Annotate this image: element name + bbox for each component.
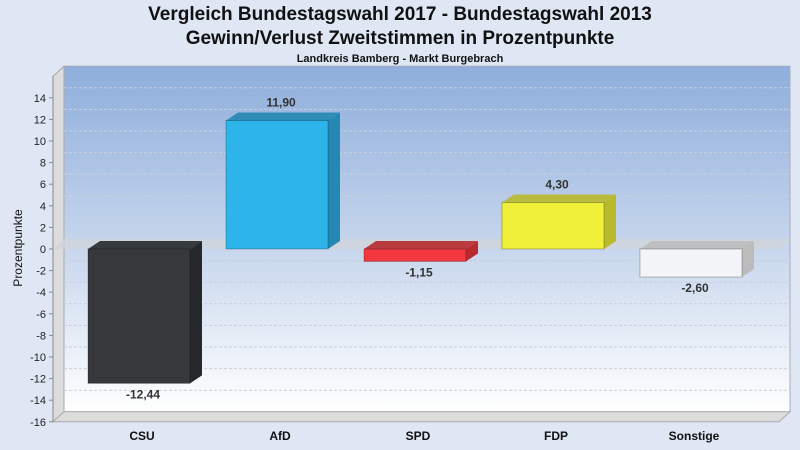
y-tick-label: -12 <box>30 374 46 386</box>
y-tick-label: 14 <box>34 93 46 105</box>
bar-side <box>742 241 754 278</box>
y-axis-label: Prozentpunkte <box>11 209 25 287</box>
x-tick-label: Sonstige <box>669 429 720 443</box>
bar-side <box>604 194 616 249</box>
bar-csu <box>87 248 191 384</box>
data-label: -12,44 <box>126 387 160 401</box>
bar-top <box>226 112 340 121</box>
y-tick-label: 6 <box>40 179 46 191</box>
bar-sonstige <box>639 248 743 278</box>
y-tick-label: 12 <box>34 114 46 126</box>
x-tick-label: FDP <box>544 429 568 443</box>
bar-top <box>88 241 202 249</box>
bar-top <box>640 241 754 249</box>
bar-side <box>328 112 340 249</box>
x-tick-label: SPD <box>406 429 431 443</box>
bar-fdp <box>501 202 605 250</box>
bar-afd <box>225 119 329 250</box>
y-tick-label: -2 <box>36 266 46 278</box>
x-tick-label: CSU <box>129 429 154 443</box>
y-tick-label: 4 <box>40 201 46 213</box>
y-tick-label: -8 <box>36 330 46 342</box>
y-tick-label: 0 <box>40 244 46 256</box>
bar-top <box>364 241 478 249</box>
chart-subtitle: Gewinn/Verlust Zweitstimmen in Prozentpu… <box>185 28 615 49</box>
chart-title: Vergleich Bundestagswahl 2017 - Bundesta… <box>148 4 652 25</box>
x-tick-label: AfD <box>269 429 291 443</box>
data-label: 11,90 <box>266 95 296 109</box>
y-tick-label: -16 <box>30 417 46 429</box>
y-tick-label: 10 <box>34 136 46 148</box>
data-label: 4,30 <box>545 178 569 192</box>
y-tick-label: -4 <box>36 287 46 299</box>
chart-region: Landkreis Bamberg - Markt Burgebrach <box>296 53 504 65</box>
y-tick-label: 2 <box>40 222 46 234</box>
bar-side <box>190 241 202 384</box>
floor <box>51 411 792 423</box>
y-tick-label: 8 <box>40 158 46 170</box>
bar-top <box>502 194 616 203</box>
y-tick-label: -14 <box>30 395 46 407</box>
y-tick-label: -6 <box>36 309 46 321</box>
y-tick-label: -10 <box>30 352 46 364</box>
bar-side <box>466 241 478 262</box>
data-label: -2,60 <box>681 281 709 295</box>
data-label: -1,15 <box>405 265 433 279</box>
bar-spd <box>363 248 467 262</box>
